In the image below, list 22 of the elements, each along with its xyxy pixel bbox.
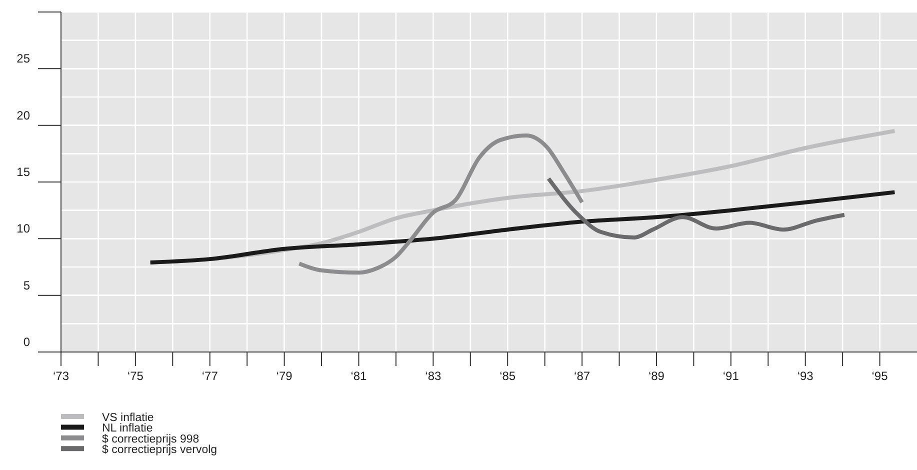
legend-label: NL inflatie xyxy=(102,422,153,435)
x-tick-label: ‘81 xyxy=(350,369,368,383)
x-tick-label: ‘87 xyxy=(574,369,590,383)
x-tick-label: ‘91 xyxy=(722,369,740,383)
y-tick-label: 15 xyxy=(16,165,30,179)
x-tick-label: ‘75 xyxy=(127,369,144,383)
x-tick-label: ‘89 xyxy=(648,369,665,383)
y-tick-label: 20 xyxy=(16,108,30,122)
x-tick-label: ‘77 xyxy=(202,369,218,383)
y-tick-label: 5 xyxy=(23,278,30,292)
x-tick-label: ‘79 xyxy=(276,369,293,383)
x-tick-label: ‘93 xyxy=(797,369,814,383)
x-tick-label: ‘83 xyxy=(425,369,442,383)
x-tick-label: ‘95 xyxy=(872,369,888,383)
legend-label: $ correctieprijs 998 xyxy=(102,433,200,446)
y-tick-label: 0 xyxy=(23,335,30,349)
legend-label: $ correctieprijs vervolg xyxy=(102,444,218,456)
x-tick-label: ‘73 xyxy=(52,369,70,383)
legend-label: VS inflatie xyxy=(102,412,154,424)
y-tick-label: 25 xyxy=(16,52,30,66)
y-tick-label: 10 xyxy=(16,222,30,236)
x-tick-label: ‘85 xyxy=(500,369,516,383)
